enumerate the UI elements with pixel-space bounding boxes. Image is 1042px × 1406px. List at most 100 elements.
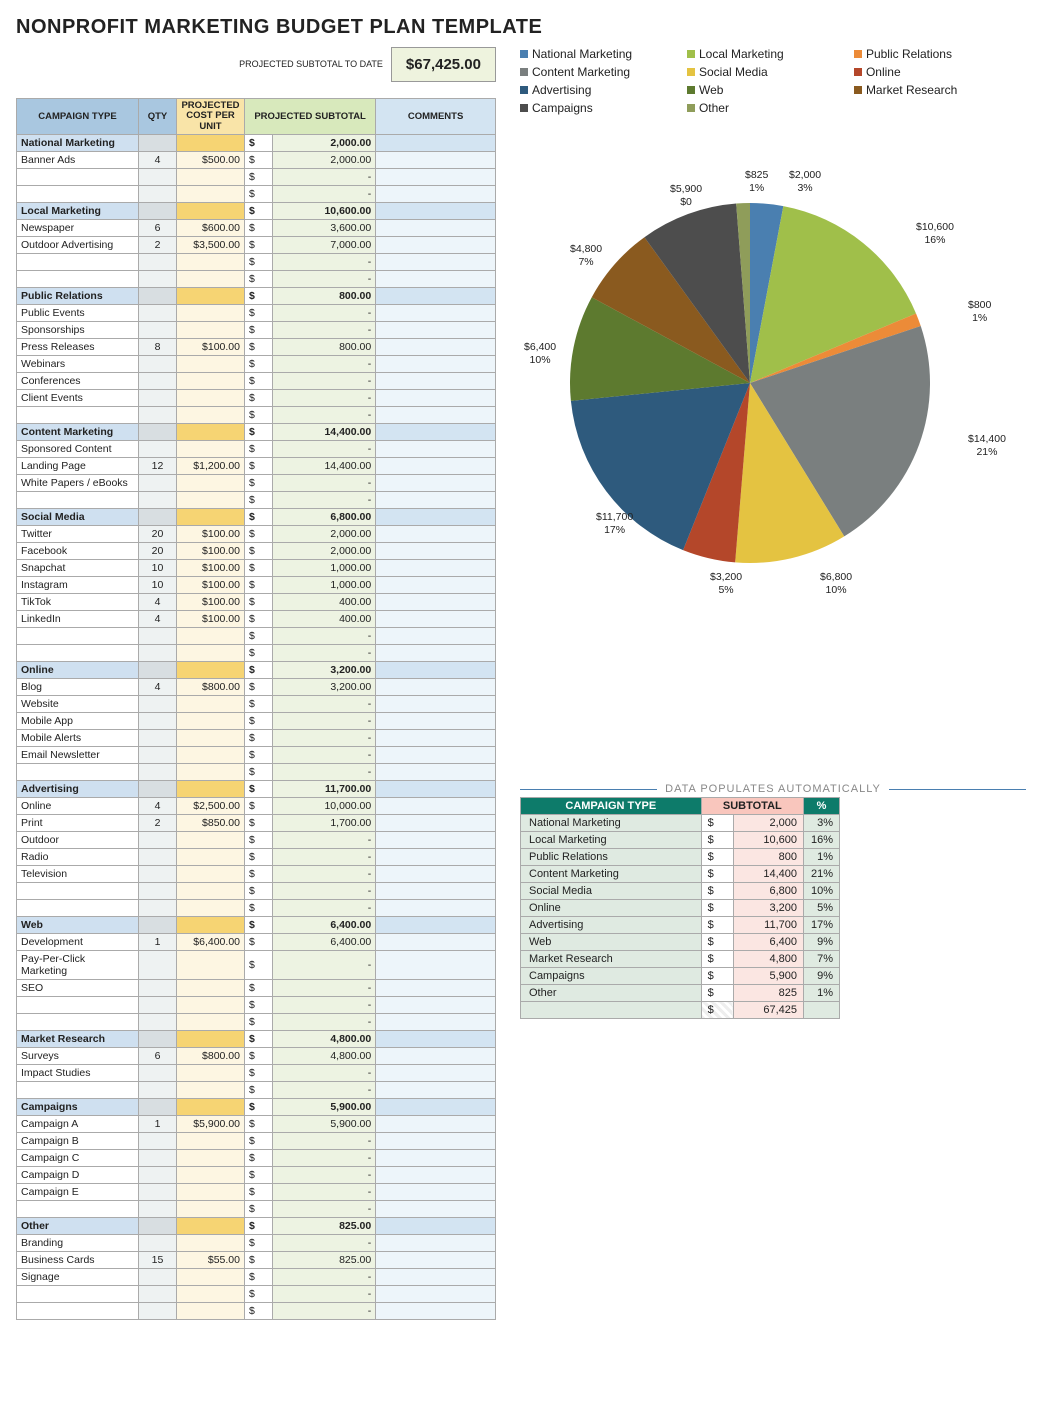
table-row: Campaign B$-: [17, 1133, 496, 1150]
pie-label: $8251%: [745, 169, 768, 194]
table-row: Campaign C$-: [17, 1150, 496, 1167]
pie-label: $6,80010%: [820, 571, 852, 596]
pie-label: $8001%: [968, 299, 991, 324]
summary-row: National Marketing$2,0003%: [521, 815, 840, 832]
table-row: Public Events$-: [17, 305, 496, 322]
table-row: Sponsorships$-: [17, 322, 496, 339]
summary-row: Advertising$11,70017%: [521, 917, 840, 934]
table-row: Radio$-: [17, 849, 496, 866]
table-row: White Papers / eBooks$-: [17, 475, 496, 492]
pie-label: $11,70017%: [596, 511, 633, 536]
pie-label: $10,60016%: [916, 221, 954, 246]
table-row: Market Research$4,800.00: [17, 1031, 496, 1048]
summary-row: Local Marketing$10,60016%: [521, 832, 840, 849]
legend-item: Market Research: [854, 83, 1021, 97]
pie-label: $5,900$0: [670, 183, 702, 208]
table-row: Online4$2,500.00$10,000.00: [17, 798, 496, 815]
table-row: Online$3,200.00: [17, 662, 496, 679]
table-row: Website$-: [17, 696, 496, 713]
table-row: Snapchat10$100.00$1,000.00: [17, 560, 496, 577]
page-title: NONPROFIT MARKETING BUDGET PLAN TEMPLATE: [16, 16, 1026, 39]
table-row: Email Newsletter$-: [17, 747, 496, 764]
summary-row: Online$3,2005%: [521, 900, 840, 917]
table-row: Public Relations$800.00: [17, 288, 496, 305]
legend-item: Public Relations: [854, 47, 1021, 61]
summary-col-pct: %: [804, 798, 840, 815]
table-row: $-: [17, 492, 496, 509]
col-comments: COMMENTS: [376, 99, 496, 135]
table-row: Local Marketing$10,600.00: [17, 203, 496, 220]
table-row: Outdoor Advertising2$3,500.00$7,000.00: [17, 237, 496, 254]
table-row: Press Releases8$100.00$800.00: [17, 339, 496, 356]
table-row: Branding$-: [17, 1235, 496, 1252]
table-row: $-: [17, 254, 496, 271]
pie-label: $4,8007%: [570, 243, 602, 268]
table-row: Other$825.00: [17, 1218, 496, 1235]
table-row: Mobile Alerts$-: [17, 730, 496, 747]
table-row: $-: [17, 169, 496, 186]
table-row: $-: [17, 764, 496, 781]
col-cost-per-unit: PROJECTED COST PER UNIT: [177, 99, 245, 135]
table-row: Instagram10$100.00$1,000.00: [17, 577, 496, 594]
summary-col-type: CAMPAIGN TYPE: [521, 798, 702, 815]
table-row: Twitter20$100.00$2,000.00: [17, 526, 496, 543]
legend-item: Other: [687, 101, 854, 115]
table-row: $-: [17, 645, 496, 662]
summary-total-row: $67,425: [521, 1002, 840, 1019]
summary-row: Public Relations$8001%: [521, 849, 840, 866]
col-subtotal: PROJECTED SUBTOTAL: [245, 99, 376, 135]
budget-table: CAMPAIGN TYPE QTY PROJECTED COST PER UNI…: [16, 98, 496, 1320]
pie-label: $6,40010%: [524, 341, 556, 366]
table-row: Development1$6,400.00$6,400.00: [17, 934, 496, 951]
summary-table: CAMPAIGN TYPE SUBTOTAL % National Market…: [520, 797, 840, 1019]
table-row: $-: [17, 628, 496, 645]
table-row: Content Marketing$14,400.00: [17, 424, 496, 441]
projected-currency: $: [406, 56, 414, 73]
table-row: Print2$850.00$1,700.00: [17, 815, 496, 832]
table-row: Client Events$-: [17, 390, 496, 407]
table-row: LinkedIn4$100.00$400.00: [17, 611, 496, 628]
table-row: Banner Ads4$500.00$2,000.00: [17, 152, 496, 169]
table-row: Facebook20$100.00$2,000.00: [17, 543, 496, 560]
table-row: Conferences$-: [17, 373, 496, 390]
summary-row: Web$6,4009%: [521, 934, 840, 951]
table-row: $-: [17, 186, 496, 203]
summary-col-subtotal: SUBTOTAL: [701, 798, 803, 815]
pie-label: $2,0003%: [789, 169, 821, 194]
legend-item: Web: [687, 83, 854, 97]
legend-item: Content Marketing: [520, 65, 687, 79]
table-row: Impact Studies$-: [17, 1065, 496, 1082]
table-row: Advertising$11,700.00: [17, 781, 496, 798]
projected-label: PROJECTED SUBTOTAL TO DATE: [239, 60, 383, 70]
table-row: $-: [17, 1286, 496, 1303]
projected-total-value: 67,425.00: [414, 56, 481, 73]
legend-item: Social Media: [687, 65, 854, 79]
table-row: Signage$-: [17, 1269, 496, 1286]
table-row: Business Cards15$55.00$825.00: [17, 1252, 496, 1269]
table-row: Television$-: [17, 866, 496, 883]
table-row: Web$6,400.00: [17, 917, 496, 934]
table-row: SEO$-: [17, 980, 496, 997]
table-row: Sponsored Content$-: [17, 441, 496, 458]
table-row: Pay-Per-Click Marketing$-: [17, 951, 496, 980]
table-row: Campaign A1$5,900.00$5,900.00: [17, 1116, 496, 1133]
table-row: Social Media$6,800.00: [17, 509, 496, 526]
table-row: Surveys6$800.00$4,800.00: [17, 1048, 496, 1065]
summary-row: Social Media$6,80010%: [521, 883, 840, 900]
table-row: Campaigns$5,900.00: [17, 1099, 496, 1116]
table-row: $-: [17, 271, 496, 288]
legend-item: Advertising: [520, 83, 687, 97]
summary-row: Campaigns$5,9009%: [521, 968, 840, 985]
pie-label: $3,2005%: [710, 571, 742, 596]
table-row: Webinars$-: [17, 356, 496, 373]
table-row: $-: [17, 407, 496, 424]
legend-item: Online: [854, 65, 1021, 79]
table-row: $-: [17, 1201, 496, 1218]
col-campaign-type: CAMPAIGN TYPE: [17, 99, 139, 135]
table-row: $-: [17, 1303, 496, 1320]
table-row: $-: [17, 1082, 496, 1099]
summary-row: Content Marketing$14,40021%: [521, 866, 840, 883]
chart-legend: National MarketingLocal MarketingPublic …: [520, 47, 1026, 115]
summary-row: Other$8251%: [521, 985, 840, 1002]
projected-total-box: $ 67,425.00: [391, 47, 496, 82]
